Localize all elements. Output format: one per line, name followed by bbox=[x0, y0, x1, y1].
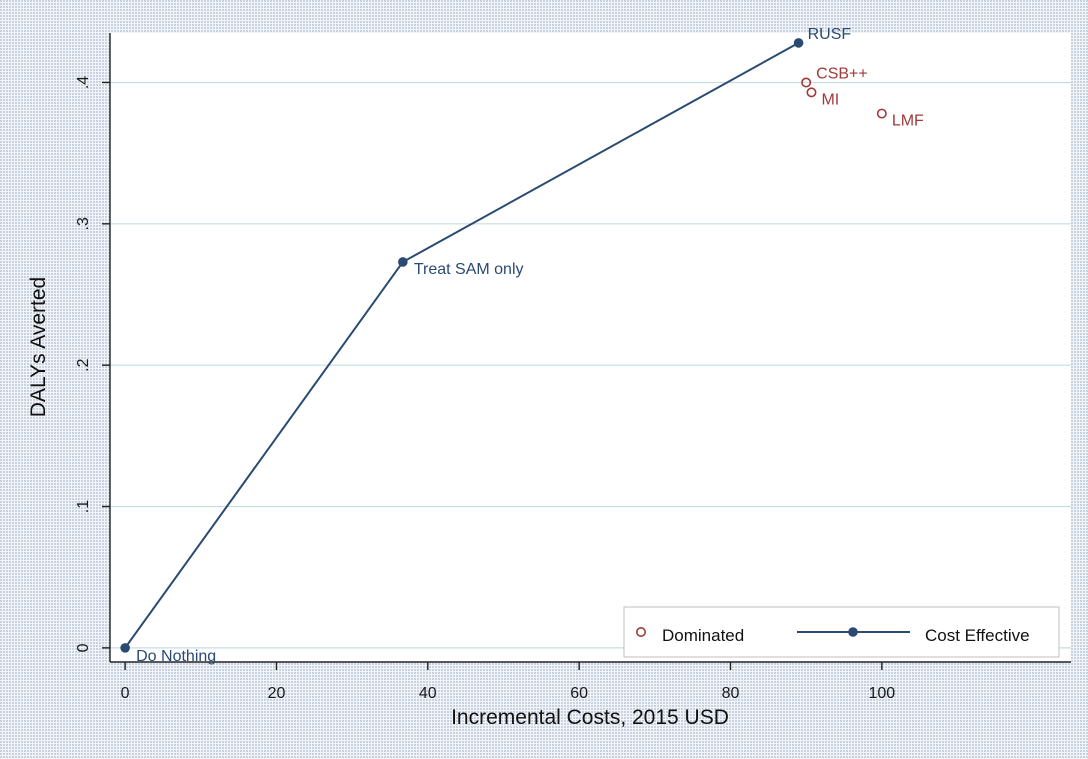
y-tick-label: 0 bbox=[75, 643, 92, 652]
plot-area bbox=[110, 33, 1071, 662]
legend: Dominated Cost Effective bbox=[623, 606, 1060, 658]
y-ticks: 0 .1 .2 .3 .4 bbox=[75, 76, 110, 652]
y-axis-title: DALYs Averted bbox=[27, 277, 50, 417]
x-tick-label: 20 bbox=[268, 685, 286, 702]
legend-dominated-marker bbox=[635, 626, 646, 637]
x-tick-label: 60 bbox=[570, 685, 588, 702]
point-csb bbox=[801, 77, 812, 88]
point-label-rusf: RUSF bbox=[808, 26, 852, 43]
x-tick-label: 100 bbox=[868, 685, 895, 702]
point-label-mi: MI bbox=[821, 91, 839, 108]
point-do-nothing bbox=[120, 643, 130, 653]
point-label-treat-sam-only: Treat SAM only bbox=[414, 261, 524, 278]
point-label-csb: CSB++ bbox=[816, 65, 868, 82]
point-mi bbox=[806, 87, 817, 98]
y-tick-label: .4 bbox=[75, 76, 92, 89]
point-label-lmf: LMF bbox=[892, 113, 924, 130]
x-axis-title: Incremental Costs, 2015 USD bbox=[451, 706, 729, 729]
point-lmf bbox=[876, 108, 887, 119]
x-ticks: 0 20 40 60 80 100 bbox=[121, 662, 895, 702]
y-tick-label: .2 bbox=[75, 358, 92, 371]
y-tick-label: .1 bbox=[75, 500, 92, 513]
data-markers bbox=[120, 38, 887, 653]
point-labels: CSB++ MI LMF Do Nothing Treat SAM only RUSF bbox=[136, 26, 924, 665]
point-label-do-nothing: Do Nothing bbox=[136, 648, 216, 665]
point-treat-sam-only bbox=[398, 257, 408, 267]
y-tick-label: .3 bbox=[75, 217, 92, 230]
x-tick-label: 0 bbox=[121, 685, 130, 702]
legend-cost-effective-label: Cost Effective bbox=[925, 626, 1030, 645]
point-rusf bbox=[793, 38, 804, 48]
x-tick-label: 40 bbox=[419, 685, 437, 702]
x-tick-label: 80 bbox=[722, 685, 740, 702]
legend-dominated-label: Dominated bbox=[662, 626, 744, 645]
legend-cost-effective-marker bbox=[848, 627, 858, 637]
